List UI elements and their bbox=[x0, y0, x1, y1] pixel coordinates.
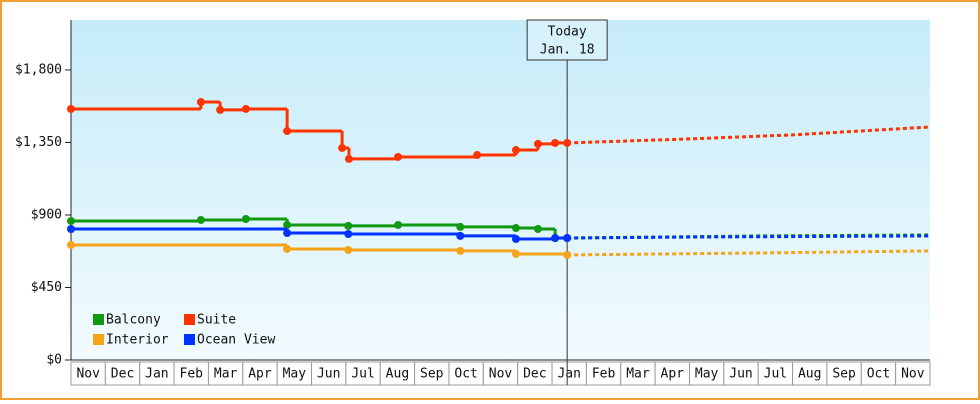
point bbox=[511, 249, 520, 258]
point bbox=[394, 152, 403, 161]
point bbox=[456, 246, 465, 255]
x-tick-label: Sep bbox=[420, 367, 444, 382]
point bbox=[283, 229, 292, 238]
x-tick-label: May bbox=[283, 367, 307, 382]
legend-label: Ocean View bbox=[197, 333, 275, 348]
y-tick-label: $900 bbox=[31, 207, 62, 222]
x-tick-label: Nov bbox=[76, 367, 100, 382]
point bbox=[551, 138, 560, 147]
point bbox=[344, 221, 353, 230]
x-tick-label: Oct bbox=[454, 367, 477, 382]
point bbox=[67, 216, 75, 225]
legend-label: Interior bbox=[106, 333, 169, 348]
x-tick-label: May bbox=[695, 367, 719, 382]
forecast-line bbox=[567, 125, 931, 145]
today-box bbox=[526, 19, 608, 61]
point bbox=[563, 250, 572, 259]
point bbox=[196, 98, 205, 107]
point bbox=[283, 220, 292, 229]
x-tick-label: Jun bbox=[729, 367, 752, 382]
point bbox=[473, 151, 482, 160]
x-tick-label: Sep bbox=[832, 367, 856, 382]
point bbox=[344, 229, 353, 238]
point bbox=[67, 104, 75, 113]
y-tick-label: $1,350 bbox=[15, 135, 62, 150]
x-tick-label: Jan bbox=[145, 367, 168, 382]
point bbox=[344, 245, 353, 254]
x-tick-label: Mar bbox=[214, 367, 238, 382]
point bbox=[241, 104, 250, 113]
point bbox=[511, 234, 520, 243]
x-tick-label: Apr bbox=[248, 367, 272, 382]
x-tick-label: Aug bbox=[386, 367, 409, 382]
point bbox=[511, 224, 520, 233]
point bbox=[456, 222, 465, 231]
plot-area bbox=[71, 20, 930, 360]
forecast-line bbox=[567, 234, 931, 240]
point bbox=[563, 234, 572, 243]
x-tick-label: Dec bbox=[523, 367, 546, 382]
point bbox=[551, 234, 560, 243]
legend-swatch bbox=[184, 314, 195, 325]
x-tick-label: Feb bbox=[592, 367, 616, 382]
x-tick-label: Mar bbox=[626, 367, 650, 382]
point bbox=[533, 139, 542, 148]
point bbox=[283, 244, 292, 253]
point bbox=[533, 224, 542, 233]
point bbox=[344, 154, 353, 163]
x-tick-label: Aug bbox=[798, 367, 821, 382]
point bbox=[216, 105, 225, 114]
point bbox=[67, 240, 75, 249]
y-tick-label: $1,800 bbox=[15, 62, 62, 77]
point bbox=[67, 224, 75, 233]
x-tick-label: Jan bbox=[557, 367, 580, 382]
legend-label: Balcony bbox=[106, 313, 161, 328]
x-tick-label: Dec bbox=[111, 367, 134, 382]
month-cell bbox=[895, 361, 931, 386]
x-tick-label: Feb bbox=[180, 367, 204, 382]
y-tick-label: $450 bbox=[31, 280, 62, 295]
point bbox=[283, 127, 292, 136]
today-label: Today bbox=[548, 25, 587, 40]
legend-swatch bbox=[93, 334, 104, 345]
point bbox=[563, 138, 572, 147]
point bbox=[338, 143, 347, 152]
x-tick-label: Jul bbox=[764, 367, 787, 382]
legend-swatch bbox=[93, 314, 104, 325]
point bbox=[456, 231, 465, 240]
x-tick-label: Nov bbox=[901, 367, 925, 382]
y-tick-label: $0 bbox=[46, 353, 62, 368]
x-tick-label: Jun bbox=[317, 367, 340, 382]
point bbox=[511, 146, 520, 155]
x-tick-label: Jul bbox=[351, 367, 374, 382]
legend-label: Suite bbox=[197, 313, 236, 328]
x-tick-label: Nov bbox=[489, 367, 513, 382]
forecast-line bbox=[567, 249, 931, 257]
x-tick-label: Apr bbox=[661, 367, 685, 382]
point bbox=[241, 215, 250, 224]
point bbox=[394, 220, 403, 229]
legend-swatch bbox=[184, 334, 195, 345]
today-date: Jan. 18 bbox=[540, 43, 595, 58]
x-tick-label: Oct bbox=[867, 367, 890, 382]
point bbox=[196, 215, 205, 224]
